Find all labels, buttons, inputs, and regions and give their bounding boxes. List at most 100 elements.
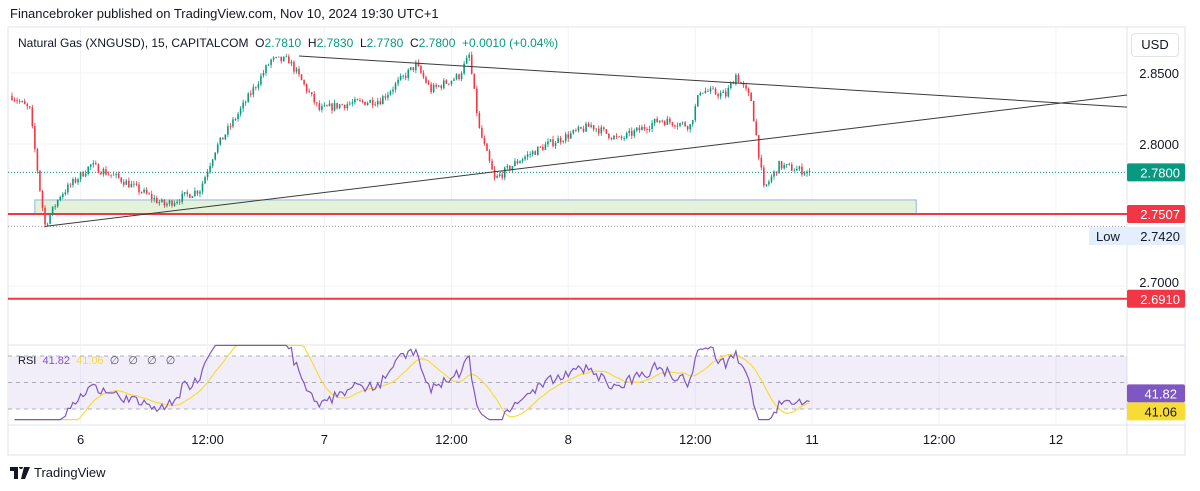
candle-body [84, 173, 87, 177]
candle [249, 90, 252, 98]
candle-body [216, 144, 219, 153]
candle [580, 126, 582, 130]
candle [559, 135, 562, 145]
candle-body [305, 84, 308, 92]
candle [100, 170, 102, 176]
candle-body [300, 74, 303, 81]
candle-body [737, 74, 740, 83]
candle-body [224, 134, 227, 140]
candle-body [727, 87, 730, 97]
rsi-name[interactable]: RSI [18, 355, 37, 367]
candle [341, 103, 343, 106]
candle [105, 166, 107, 176]
candle-body [206, 171, 209, 178]
candle [493, 166, 496, 181]
candle-body [806, 171, 808, 174]
candle [412, 67, 415, 73]
candle-body [288, 56, 290, 64]
candle-body [110, 174, 112, 176]
candle [445, 78, 448, 85]
candle-body [257, 84, 260, 88]
candle-body [392, 89, 394, 92]
candle [277, 56, 280, 58]
candle [206, 168, 209, 181]
candle [371, 97, 374, 109]
candle-body [453, 79, 455, 81]
candle-body [163, 199, 166, 206]
candle-body [143, 189, 145, 193]
candle [747, 87, 750, 97]
candle [354, 96, 356, 105]
candle-body [524, 156, 526, 160]
candle-body [41, 190, 44, 208]
candle [615, 133, 618, 140]
candle-body [321, 106, 323, 110]
candle-body [755, 121, 758, 136]
candle-body [74, 178, 77, 183]
candle [544, 141, 547, 150]
close-value: 2.7800 [418, 36, 456, 50]
candle [681, 121, 684, 125]
candle-body [173, 203, 176, 206]
candle [597, 125, 600, 137]
candle [56, 199, 59, 208]
candle-body [468, 54, 470, 58]
candle-body [354, 99, 356, 103]
candle [432, 82, 435, 94]
candle [288, 54, 290, 64]
candle-body [407, 69, 410, 78]
candle [491, 158, 493, 170]
candle [709, 86, 712, 94]
candle-body [349, 103, 351, 105]
candle [669, 116, 671, 125]
candle [470, 51, 473, 75]
candle [69, 182, 72, 188]
currency-button[interactable]: USD [1131, 33, 1179, 57]
rsi-axis-label: 41.82 [1144, 386, 1177, 401]
candle-body [465, 57, 468, 64]
candle [727, 85, 730, 98]
candle [679, 122, 681, 128]
candle-body [666, 118, 669, 125]
candle-body [531, 151, 534, 155]
candle [298, 66, 300, 78]
candle [349, 101, 351, 106]
candle [239, 106, 242, 117]
candle-body [39, 170, 41, 191]
candle [387, 91, 389, 101]
candle-body [117, 173, 120, 178]
time-tick-label: 7 [321, 432, 328, 447]
candle [328, 100, 331, 107]
candle [592, 124, 595, 132]
candle [31, 104, 34, 129]
candle-body [379, 101, 382, 105]
candle-body [587, 123, 590, 127]
candle [778, 160, 780, 174]
candle [173, 200, 176, 207]
open-label: O [255, 36, 265, 50]
candle-body [36, 149, 39, 171]
symbol-name[interactable]: Natural Gas (XNGUSD), 15, CAPITALCOM [18, 36, 249, 50]
candle [465, 55, 468, 65]
candle [689, 124, 691, 133]
candle-body [133, 183, 135, 185]
candle-body [49, 214, 51, 224]
candle [765, 184, 768, 187]
candle-body [412, 67, 415, 71]
candle [290, 59, 293, 67]
candle [585, 121, 587, 132]
candle-body [72, 178, 74, 186]
candle-body [783, 165, 785, 169]
candle [229, 123, 232, 130]
candle [567, 130, 570, 142]
candle-body [138, 184, 140, 193]
candle [582, 125, 585, 133]
candle [663, 120, 666, 127]
candle-body [359, 100, 361, 101]
candle [425, 75, 427, 84]
candle-body [473, 73, 476, 89]
candle-body [115, 173, 117, 175]
candle-body [211, 159, 214, 166]
candle-body [752, 101, 755, 122]
